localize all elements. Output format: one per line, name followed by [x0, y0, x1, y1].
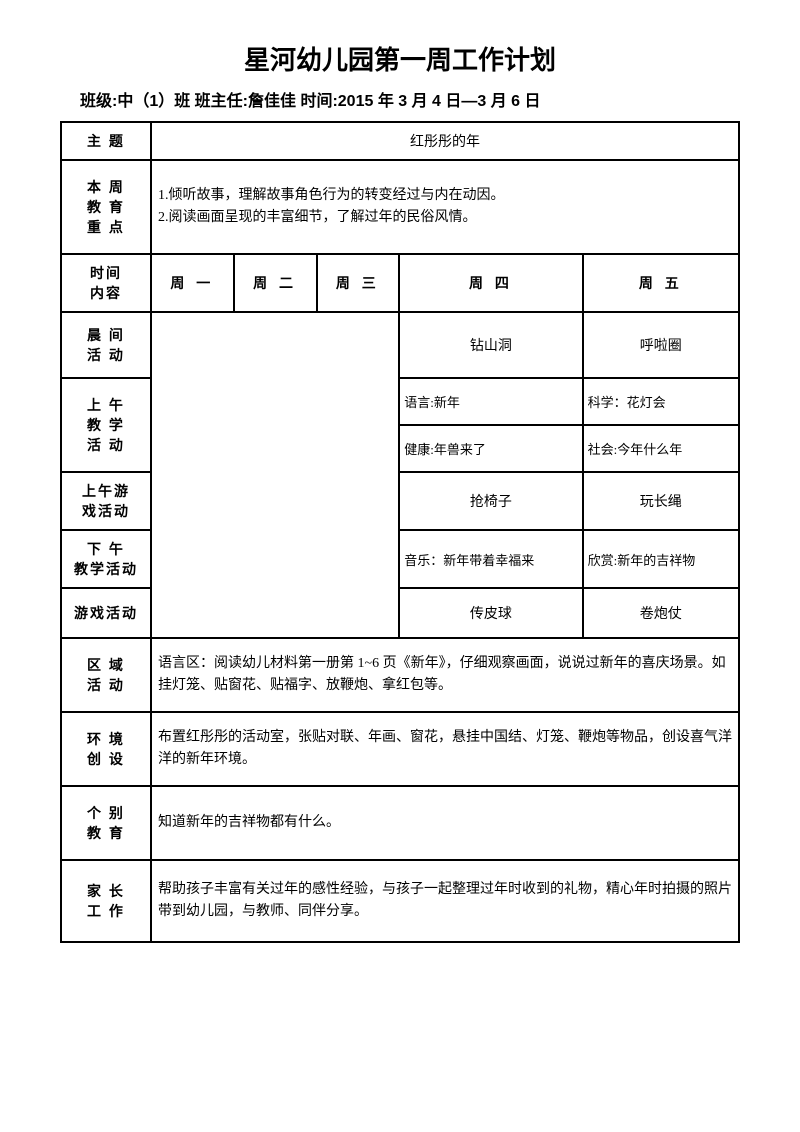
env-content: 布置红彤彤的活动室，张贴对联、年画、窗花，悬挂中国结、灯笼、鞭炮等物品，创设喜气…	[151, 712, 739, 786]
am-game-thu: 抢椅子	[399, 472, 582, 530]
label-game-act: 游戏活动	[61, 588, 151, 638]
day-mon: 周 一	[151, 254, 234, 312]
am-teach-fri-2: 社会:今年什么年	[583, 425, 739, 472]
pm-teach-thu: 音乐：新年带着幸福来	[399, 530, 582, 588]
label-week-focus: 本 周 教 育 重 点	[61, 160, 151, 254]
day-thu: 周 四	[399, 254, 582, 312]
label-env: 环 境 创 设	[61, 712, 151, 786]
am-teach-thu-1: 语言:新年	[399, 378, 582, 425]
label-pm-teach: 下 午 教学活动	[61, 530, 151, 588]
morning-fri: 呼啦圈	[583, 312, 739, 378]
label-area: 区 域 活 动	[61, 638, 151, 712]
theme-value: 红彤彤的年	[151, 122, 739, 160]
week-focus-content: 1.倾听故事，理解故事角色行为的转变经过与内在动因。 2.阅读画面呈现的丰富细节…	[151, 160, 739, 254]
label-theme: 主 题	[61, 122, 151, 160]
parent-content: 帮助孩子丰富有关过年的感性经验，与孩子一起整理过年时收到的礼物，精心年时拍摄的照…	[151, 860, 739, 942]
morning-thu: 钻山洞	[399, 312, 582, 378]
label-am-teach: 上 午 教 学 活 动	[61, 378, 151, 472]
am-game-fri: 玩长绳	[583, 472, 739, 530]
area-content: 语言区：阅读幼儿材料第一册第 1~6 页《新年》，仔细观察画面，说说过新年的喜庆…	[151, 638, 739, 712]
indiv-content: 知道新年的吉祥物都有什么。	[151, 786, 739, 860]
label-time-content: 时间 内容	[61, 254, 151, 312]
label-parent: 家 长 工 作	[61, 860, 151, 942]
am-teach-thu-2: 健康:年兽来了	[399, 425, 582, 472]
label-am-game: 上午游 戏活动	[61, 472, 151, 530]
day-fri: 周 五	[583, 254, 739, 312]
am-teach-fri-1: 科学：花灯会	[583, 378, 739, 425]
game-act-fri: 卷炮仗	[583, 588, 739, 638]
day-tue: 周 二	[234, 254, 317, 312]
label-indiv: 个 别 教 育	[61, 786, 151, 860]
label-morning: 晨 间 活 动	[61, 312, 151, 378]
pm-teach-fri: 欣赏:新年的吉祥物	[583, 530, 739, 588]
empty-merged	[151, 312, 399, 638]
day-wed: 周 三	[317, 254, 400, 312]
weekly-plan-table: 主 题 红彤彤的年 本 周 教 育 重 点 1.倾听故事，理解故事角色行为的转变…	[60, 121, 740, 943]
page-subtitle: 班级:中（1）班 班主任:詹佳佳 时间:2015 年 3 月 4 日—3 月 6…	[60, 87, 740, 111]
page-title: 星河幼儿园第一周工作计划	[60, 40, 740, 77]
game-act-thu: 传皮球	[399, 588, 582, 638]
